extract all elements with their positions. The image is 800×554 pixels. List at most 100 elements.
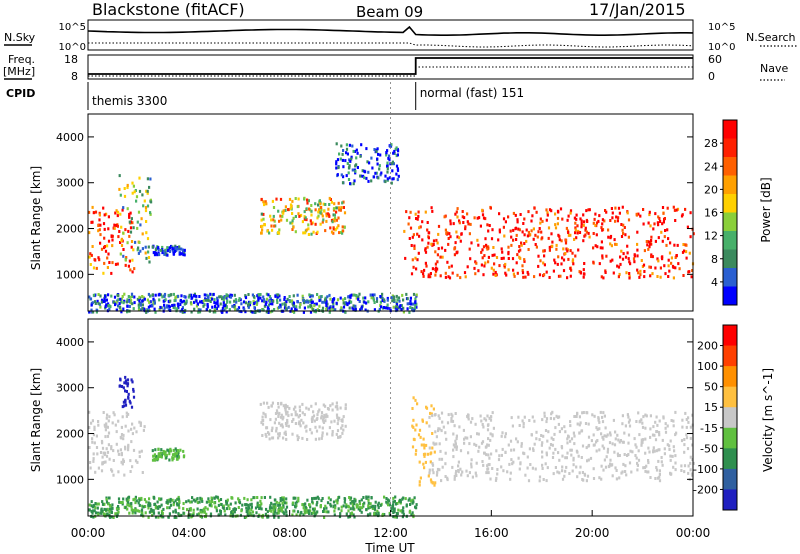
power-cells-cell	[182, 253, 185, 257]
power-cells-cell	[271, 228, 274, 232]
vel-cells-cell	[135, 430, 138, 434]
power-cells-cell	[553, 258, 556, 262]
power-cells-cell	[414, 256, 417, 260]
power-cells-cell	[163, 294, 166, 298]
power-cells-cell	[118, 187, 121, 191]
vel-cells-cell	[162, 507, 165, 511]
power-cells-cell	[107, 215, 110, 219]
vel-cells-cell	[97, 423, 100, 427]
power-cells-cell	[492, 268, 495, 272]
power-cells-cell	[372, 175, 376, 179]
vel-cells-cell	[127, 445, 130, 448]
power-cells-cell	[330, 306, 333, 310]
vel-cells-cell	[411, 445, 415, 449]
power-cells-cell	[219, 302, 222, 306]
power-cells-cell	[561, 217, 564, 221]
vel-cells-cell	[269, 495, 272, 499]
power-cells-cell	[110, 234, 113, 238]
power-cells-cell	[221, 297, 224, 301]
power-cells-cell	[390, 296, 393, 300]
vel-cells-cell	[156, 505, 159, 509]
vel-cells-cell	[557, 422, 560, 426]
power-cells-cell	[137, 246, 140, 250]
power-cells-cell	[146, 204, 150, 208]
power-cells-cell	[668, 269, 671, 273]
power-cells-cell	[337, 201, 340, 205]
vel-cells-cell	[220, 503, 223, 506]
vel-cells-cell	[401, 510, 404, 514]
vel-cells-cell	[190, 515, 193, 519]
vel-cells-cell	[182, 502, 185, 505]
power-cells-cell	[487, 260, 490, 264]
vel-cells-cell	[273, 421, 276, 425]
power-cells-cell	[328, 196, 331, 200]
power-cells-cell	[91, 220, 94, 224]
vel-cells-cell	[440, 479, 443, 483]
power-cells-cell	[157, 293, 160, 297]
power-cells-cell	[360, 307, 363, 311]
vel-cells-cell	[191, 496, 194, 500]
power-cells-cell	[167, 293, 170, 297]
vel-cells-cell	[123, 473, 126, 477]
power-cells-cell	[144, 206, 148, 209]
vel-cells-cell	[292, 417, 295, 421]
power-cells-cell	[279, 214, 282, 218]
vel-cells-cell	[517, 456, 520, 460]
vel-cells-cell	[118, 384, 121, 388]
power-cells-cell	[141, 247, 144, 251]
power-cells-cell	[89, 263, 92, 266]
vel-cells-cell	[154, 515, 158, 519]
vel-cells-cell	[477, 449, 480, 453]
vel-cells-cell	[111, 469, 114, 473]
vel-cells-cell	[122, 497, 125, 501]
power-cells-cell	[355, 148, 358, 152]
vel-cells-cell	[179, 448, 182, 452]
power-cells-cell	[127, 295, 130, 298]
power-cells-cell	[234, 307, 237, 311]
power-cells-cell	[261, 299, 264, 303]
power-cells-cell	[180, 300, 183, 304]
vel-cells-cell	[319, 505, 322, 509]
vel-cells-cell	[680, 464, 683, 468]
power-cells-cell	[90, 253, 93, 257]
power-cells-cell	[323, 209, 326, 213]
power-cells-cell	[183, 295, 186, 298]
colorbar-swatch	[723, 157, 737, 176]
power-cells-cell	[516, 218, 519, 222]
vel-cells-cell	[204, 506, 207, 510]
power-cells-cell	[310, 232, 313, 236]
power-cells-cell	[583, 262, 586, 265]
power-cells-cell	[422, 274, 425, 278]
vel-cells-cell	[592, 443, 595, 447]
vel-cells-cell	[153, 458, 156, 462]
power-cells-cell	[643, 249, 646, 253]
power-cells-cell	[476, 238, 479, 242]
power-cells-cell	[136, 220, 139, 224]
vel-cells-cell	[489, 477, 492, 481]
power-cells-cell	[334, 216, 337, 220]
vel-cells-cell	[668, 448, 671, 451]
power-cells-cell	[341, 158, 344, 162]
power-cells-cell	[554, 223, 557, 227]
power-cells-cell	[287, 305, 290, 309]
vel-cells-cell	[88, 410, 91, 414]
power-cells-cell	[513, 274, 516, 278]
vel-cells-cell	[487, 423, 490, 427]
power-cells-cell	[98, 302, 101, 306]
vel-cells-cell	[404, 497, 407, 501]
vel-cells-cell	[151, 513, 154, 517]
power-cells-cell	[196, 302, 199, 306]
power-cells-cell	[179, 252, 182, 256]
vel-cells-cell	[417, 433, 421, 437]
vel-cells-cell	[105, 454, 109, 458]
power-cells-cell	[116, 214, 119, 218]
vel-cells-cell	[302, 506, 305, 510]
power-cells-cell	[349, 182, 352, 186]
vel-cells-cell	[168, 448, 172, 452]
power-cells-cell	[574, 254, 577, 258]
power-cells-cell	[419, 225, 422, 229]
power-cells-cell	[282, 211, 285, 215]
power-cells-cell	[395, 146, 398, 150]
vel-cells-cell	[180, 513, 183, 517]
power-cells-cell	[267, 293, 270, 297]
